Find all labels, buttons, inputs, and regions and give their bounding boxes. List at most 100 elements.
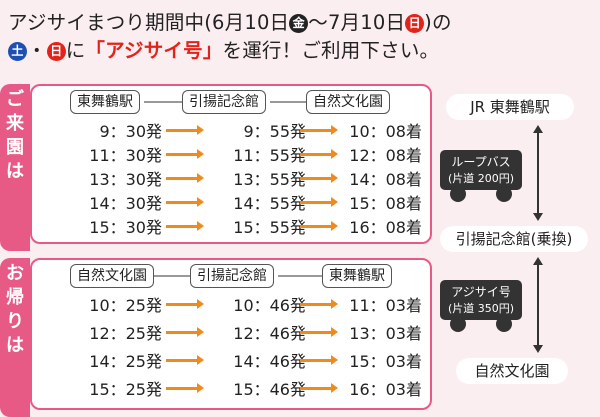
arrow-right-icon [166, 197, 204, 207]
transfer-time: 14：46発 [233, 352, 306, 371]
badge-sunday: 日 [46, 42, 66, 61]
arrow-right-icon [166, 221, 204, 231]
arrow-right-icon [300, 355, 338, 365]
arrow-right-icon [300, 149, 338, 159]
stop-label: 引揚記念館 [182, 90, 266, 114]
table-row: 11：30発 11：55発 12：08着 [32, 142, 430, 166]
tab-char: お [6, 263, 24, 284]
table-row: 13：30発 13：55発 14：08着 [32, 166, 430, 190]
tab-char: は [6, 335, 24, 356]
station-jr-higashi-maizuru: JR 東舞鶴駅 [446, 94, 574, 120]
service-name: 「アジサイ号」 [85, 39, 223, 62]
arrive-time: 16：08着 [349, 218, 422, 237]
stop-connector [278, 275, 328, 277]
depart-time: 12：25発 [89, 324, 162, 343]
inbound-timetable: 自然文化園 引揚記念館 東舞鶴駅 10：25発 10：46発 11：03着 12… [30, 258, 432, 410]
arrow-right-icon [300, 221, 338, 231]
depart-time: 14：25発 [89, 352, 162, 371]
arrow-right-icon [166, 327, 204, 337]
arrow-right-icon [166, 383, 204, 393]
arrive-time: 11：03着 [349, 296, 422, 315]
headline-text: を運行！ご利用下さい。 [222, 39, 440, 62]
tab-char: 来 [6, 113, 24, 134]
tab-char: 園 [6, 137, 24, 158]
arrive-time: 15：03着 [349, 352, 422, 371]
stop-label: 引揚記念館 [190, 264, 274, 288]
stop-label: 東舞鶴駅 [70, 90, 140, 114]
transfer-time: 14：55発 [233, 194, 306, 213]
inbound-tab: お 帰 り は [0, 258, 30, 417]
transfer-time: 9：55発 [243, 122, 306, 141]
arrive-time: 14：08着 [349, 170, 422, 189]
loop-bus-icon: ループバス (片道 200円) [440, 150, 522, 202]
table-row: 9：30発 9：55発 10：08着 [32, 118, 430, 142]
badge-saturday: 土 [8, 42, 27, 61]
arrive-time: 13：03着 [349, 324, 422, 343]
arrow-right-icon [166, 299, 204, 309]
arrow-right-icon [166, 355, 204, 365]
depart-time: 13：30発 [89, 170, 162, 189]
arrow-right-icon [300, 299, 338, 309]
badge-friday: 金 [289, 14, 309, 33]
table-row: 14：25発 14：46発 15：03着 [32, 348, 430, 372]
transfer-time: 13：55発 [233, 170, 306, 189]
table-row: 10：25発 10：46発 11：03着 [32, 292, 430, 316]
badge-sunday: 日 [405, 14, 425, 33]
headline-text: ～7月10日 [308, 11, 406, 34]
headline-line-1: アジサイまつり期間中(6月10日金～7月10日日)の [8, 6, 452, 35]
station-hikiage-kinenkan: 引揚記念館(乗換) [440, 226, 588, 252]
arrive-time: 16：03着 [349, 380, 422, 399]
arrow-right-icon [300, 327, 338, 337]
route-arrow [533, 125, 543, 221]
transfer-time: 15：55発 [233, 218, 306, 237]
arrive-time: 10：08着 [349, 122, 422, 141]
headline-line-2: 土・日に「アジサイ号」を運行！ご利用下さい。 [8, 34, 439, 63]
bus-fare: (片道 350円) [448, 301, 514, 315]
transfer-time: 15：46発 [233, 380, 306, 399]
headline-text: アジサイまつり期間中(6月10日 [8, 11, 290, 34]
table-row: 15：25発 15：46発 16：03着 [32, 376, 430, 400]
outbound-tab: ご 来 園 は [0, 84, 30, 251]
transfer-time: 11：55発 [233, 146, 306, 165]
transfer-time: 12：46発 [233, 324, 306, 343]
arrow-right-icon [300, 383, 338, 393]
stop-connector [152, 275, 192, 277]
tab-char: 帰 [6, 287, 24, 308]
ajisai-bus-icon: アジサイ号 (片道 350円) [440, 280, 522, 332]
tab-char: は [6, 161, 24, 182]
table-row: 14：30発 14：55発 15：08着 [32, 190, 430, 214]
stop-label: 自然文化園 [306, 90, 390, 114]
arrive-time: 12：08着 [349, 146, 422, 165]
headline-dot: ・ [27, 39, 47, 62]
tab-char: り [6, 311, 24, 332]
arrow-right-icon [166, 173, 204, 183]
tab-char: ご [6, 89, 24, 110]
bus-label: アジサイ号 [451, 285, 511, 299]
table-row: 15：30発 15：55発 16：08着 [32, 214, 430, 238]
stop-label: 東舞鶴駅 [322, 264, 392, 288]
outbound-timetable: 東舞鶴駅 引揚記念館 自然文化園 9：30発 9：55発 10：08着 11：3… [30, 84, 432, 244]
depart-time: 9：30発 [99, 122, 162, 141]
table-row: 12：25発 12：46発 13：03着 [32, 320, 430, 344]
transfer-time: 10：46発 [233, 296, 306, 315]
headline-text: に [65, 39, 86, 62]
stop-label: 自然文化園 [70, 264, 154, 288]
arrow-right-icon [300, 125, 338, 135]
arrow-right-icon [300, 173, 338, 183]
bus-label: ループバス [451, 155, 510, 169]
bus-fare: (片道 200円) [448, 171, 514, 185]
station-shizen-bunkaen: 自然文化園 [456, 358, 568, 384]
arrow-right-icon [166, 149, 204, 159]
headline-text: )の [424, 11, 452, 34]
depart-time: 15：25発 [89, 380, 162, 399]
arrow-right-icon [166, 125, 204, 135]
arrive-time: 15：08着 [349, 194, 422, 213]
stop-connector [144, 101, 184, 103]
depart-time: 11：30発 [89, 146, 162, 165]
route-arrow [533, 257, 543, 353]
stop-connector [270, 101, 310, 103]
depart-time: 15：30発 [89, 218, 162, 237]
arrow-right-icon [300, 197, 338, 207]
depart-time: 14：30発 [89, 194, 162, 213]
depart-time: 10：25発 [89, 296, 162, 315]
